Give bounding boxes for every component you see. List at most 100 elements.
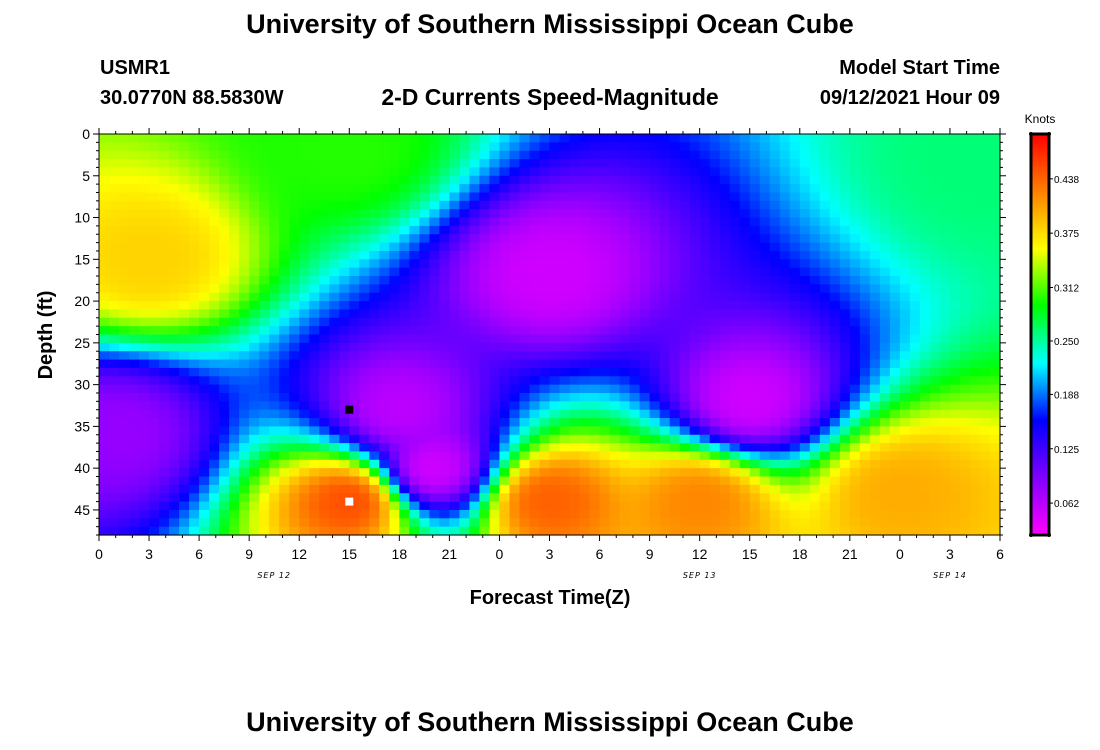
- heatmap-cell: [869, 334, 881, 344]
- heatmap-cell: [899, 301, 911, 311]
- heatmap-cell: [949, 250, 961, 260]
- heatmap-cell: [509, 359, 521, 369]
- heatmap-cell: [119, 443, 130, 453]
- heatmap-cell: [899, 376, 911, 386]
- heatmap-cell: [339, 459, 350, 469]
- heatmap-cell: [839, 175, 851, 185]
- heatmap-cell: [119, 451, 130, 461]
- heatmap-cell: [959, 526, 971, 536]
- heatmap-cell: [539, 518, 551, 528]
- heatmap-cell: [399, 225, 410, 235]
- heatmap-cell: [129, 342, 140, 352]
- heatmap-cell: [679, 309, 691, 319]
- heatmap-cell: [589, 509, 601, 519]
- heatmap-cell: [179, 317, 190, 327]
- heatmap-cell: [969, 334, 981, 344]
- heatmap-cell: [179, 150, 190, 160]
- heatmap-cell: [649, 192, 661, 202]
- heatmap-cell: [419, 167, 430, 177]
- heatmap-cell: [329, 134, 340, 143]
- heatmap-cell: [549, 367, 561, 377]
- heatmap-cell: [289, 292, 300, 302]
- heatmap-cell: [819, 259, 831, 269]
- heatmap-cell: [589, 184, 601, 194]
- heatmap-cell: [389, 192, 400, 202]
- heatmap-cell: [849, 476, 861, 486]
- heatmap-cell: [359, 184, 370, 194]
- heatmap-cell: [419, 367, 430, 377]
- heatmap-cell: [329, 401, 340, 411]
- heatmap-cell: [309, 459, 320, 469]
- heatmap-cell: [659, 184, 671, 194]
- heatmap-cell: [749, 200, 761, 210]
- heatmap-cell: [589, 276, 601, 285]
- heatmap-cell: [659, 501, 671, 511]
- heatmap-cell: [959, 459, 971, 469]
- heatmap-cell: [639, 351, 651, 361]
- heatmap-cell: [959, 384, 971, 394]
- heatmap-cell: [339, 184, 350, 194]
- heatmap-cell: [859, 134, 871, 143]
- heatmap-cell: [159, 401, 170, 411]
- heatmap-cell: [679, 501, 691, 511]
- heatmap-cell: [469, 518, 481, 528]
- heatmap-cell: [419, 217, 430, 227]
- heatmap-cell: [169, 509, 180, 519]
- heatmap-cell: [339, 476, 350, 486]
- heatmap-cell: [389, 443, 400, 453]
- heatmap-cell: [919, 259, 931, 269]
- heatmap-cell: [119, 468, 130, 478]
- heatmap-cell: [689, 476, 701, 486]
- heatmap-cell: [729, 250, 741, 260]
- heatmap-cell: [599, 359, 611, 369]
- heatmap-cell: [129, 209, 140, 219]
- heatmap-cell: [799, 192, 811, 202]
- heatmap-cell: [639, 426, 651, 436]
- heatmap-cell: [719, 501, 731, 511]
- heatmap-cell: [759, 526, 771, 536]
- heatmap-cell: [519, 351, 531, 361]
- heatmap-cell: [929, 418, 941, 427]
- heatmap-cell: [119, 200, 130, 210]
- heatmap-cell: [629, 484, 641, 494]
- heatmap-cell: [529, 434, 541, 444]
- heatmap-cell: [919, 409, 931, 419]
- heatmap-cell: [209, 309, 220, 319]
- heatmap-cell: [249, 376, 260, 386]
- heatmap-cell: [609, 334, 621, 344]
- heatmap-cell: [769, 284, 781, 294]
- heatmap-cell: [199, 401, 210, 411]
- heatmap-cell: [489, 142, 501, 152]
- heatmap-cell: [289, 418, 300, 427]
- heatmap-cell: [979, 384, 991, 394]
- heatmap-cell: [879, 142, 891, 152]
- heatmap-cell: [549, 351, 561, 361]
- heatmap-cell: [979, 484, 991, 494]
- heatmap-cell: [619, 225, 631, 235]
- heatmap-cell: [269, 426, 280, 436]
- heatmap-cell: [449, 276, 460, 285]
- heatmap-cell: [979, 451, 991, 461]
- heatmap-cell: [639, 476, 651, 486]
- heatmap-cell: [119, 434, 130, 444]
- heatmap-cell: [479, 292, 491, 302]
- heatmap-cell: [309, 192, 320, 202]
- heatmap-cell: [929, 468, 941, 478]
- heatmap-cell: [959, 351, 971, 361]
- heatmap-cell: [399, 409, 410, 419]
- heatmap-cell: [149, 309, 160, 319]
- heatmap-cell: [899, 234, 911, 244]
- heatmap-cell: [269, 250, 280, 260]
- heatmap-cell: [429, 509, 440, 519]
- heatmap-cell: [259, 401, 270, 411]
- heatmap-cell: [589, 384, 601, 394]
- heatmap-cell: [729, 192, 741, 202]
- heatmap-cell: [899, 392, 911, 402]
- heatmap-cell: [139, 376, 150, 386]
- heatmap-cell: [349, 501, 360, 511]
- heatmap-cell: [439, 250, 450, 260]
- heatmap-cell: [449, 267, 460, 277]
- heatmap-cell: [399, 309, 410, 319]
- heatmap-cell: [699, 418, 711, 427]
- heatmap-cell: [389, 242, 400, 252]
